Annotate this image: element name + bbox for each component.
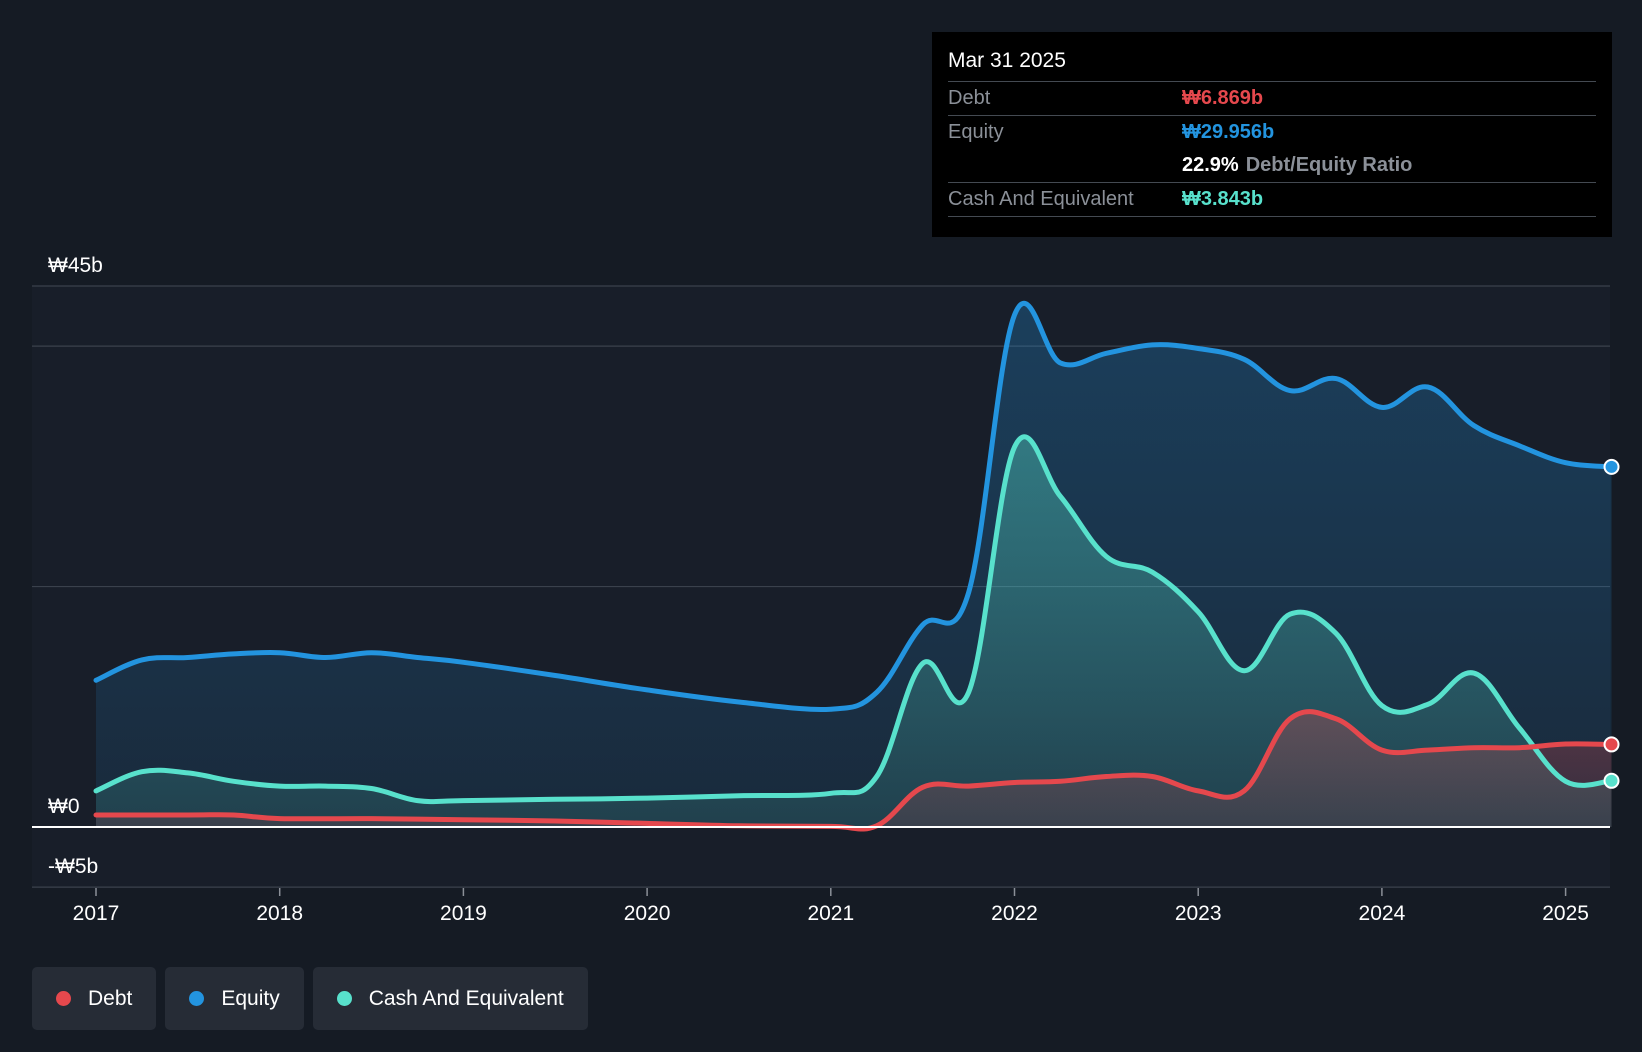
legend-cash-label: Cash And Equivalent (368, 986, 564, 1010)
equity-end-point (1603, 458, 1620, 475)
equity-dot-icon (189, 991, 205, 1006)
tooltip-ratio-value: 22.9% (1182, 154, 1239, 176)
tooltip-panel: Mar 31 2025 Debt ₩6.869b Equity ₩29.956b… (932, 32, 1612, 237)
x-tick-label: 2020 (624, 902, 671, 925)
cash-dot-icon (336, 991, 352, 1006)
cash-and-equivalent-end-point (1603, 772, 1620, 789)
tooltip-date: Mar 31 2025 (948, 46, 1596, 82)
x-tick-label: 2022 (991, 902, 1038, 925)
series-lines (93, 301, 1614, 832)
debt-end-point (1603, 736, 1620, 753)
series-areas (96, 303, 1612, 830)
tooltip-cash-label: Cash And Equivalent (948, 188, 1134, 210)
debt-dot-icon (56, 991, 71, 1006)
tooltip-row-ratio: 22.9% Debt/Equity Ratio (948, 149, 1596, 183)
legend-item-equity[interactable]: Equity (165, 967, 304, 1030)
chart-legend: Debt Equity Cash And Equivalent (32, 967, 588, 1030)
x-tick-label: 2025 (1542, 902, 1589, 925)
tooltip-debt-label: Debt (948, 87, 991, 109)
debt-area (96, 711, 1612, 830)
tooltip-row-debt: Debt ₩6.869b (948, 82, 1596, 116)
cash-and-equivalent-line (93, 434, 1614, 805)
tooltip-row-equity: Equity ₩29.956b (948, 116, 1596, 149)
debt-line (93, 709, 1614, 832)
tooltip-row-cash: Cash And Equivalent ₩3.843b (948, 183, 1596, 217)
x-tick-label: 2019 (440, 902, 487, 925)
tooltip-equity-label: Equity (948, 121, 1004, 143)
legend-item-debt[interactable]: Debt (32, 967, 157, 1030)
x-tick-label: 2023 (1175, 902, 1222, 925)
tooltip-cash-value: ₩3.843b (1182, 188, 1264, 210)
x-tick-label: 2021 (807, 902, 854, 925)
x-tick-label: 2024 (1359, 902, 1406, 925)
legend-equity-label: Equity (221, 986, 280, 1010)
cash-and-equivalent-area (96, 436, 1612, 827)
y-tick-label: -₩5b (48, 855, 98, 878)
legend-item-cash[interactable]: Cash And Equivalent (312, 967, 588, 1030)
y-tick-label: ₩45b (48, 254, 103, 277)
tooltip-ratio-label: Debt/Equity Ratio (1245, 154, 1413, 176)
legend-debt-label: Debt (88, 986, 133, 1010)
equity-line (93, 301, 1614, 713)
y-axis-labels: ₩45b ₩0 -₩5b (48, 254, 103, 878)
x-axis-labels: 2017 2018 2019 2020 2021 2022 2023 2024 2025 (73, 888, 1589, 925)
tooltip-debt-value: ₩6.869b (1182, 87, 1264, 109)
end-markers (1603, 458, 1620, 789)
x-tick-label: 2018 (256, 902, 303, 925)
tooltip-equity-value: ₩29.956b (1182, 121, 1275, 143)
x-tick-label: 2017 (73, 902, 120, 925)
y-tick-label: ₩0 (48, 795, 80, 818)
